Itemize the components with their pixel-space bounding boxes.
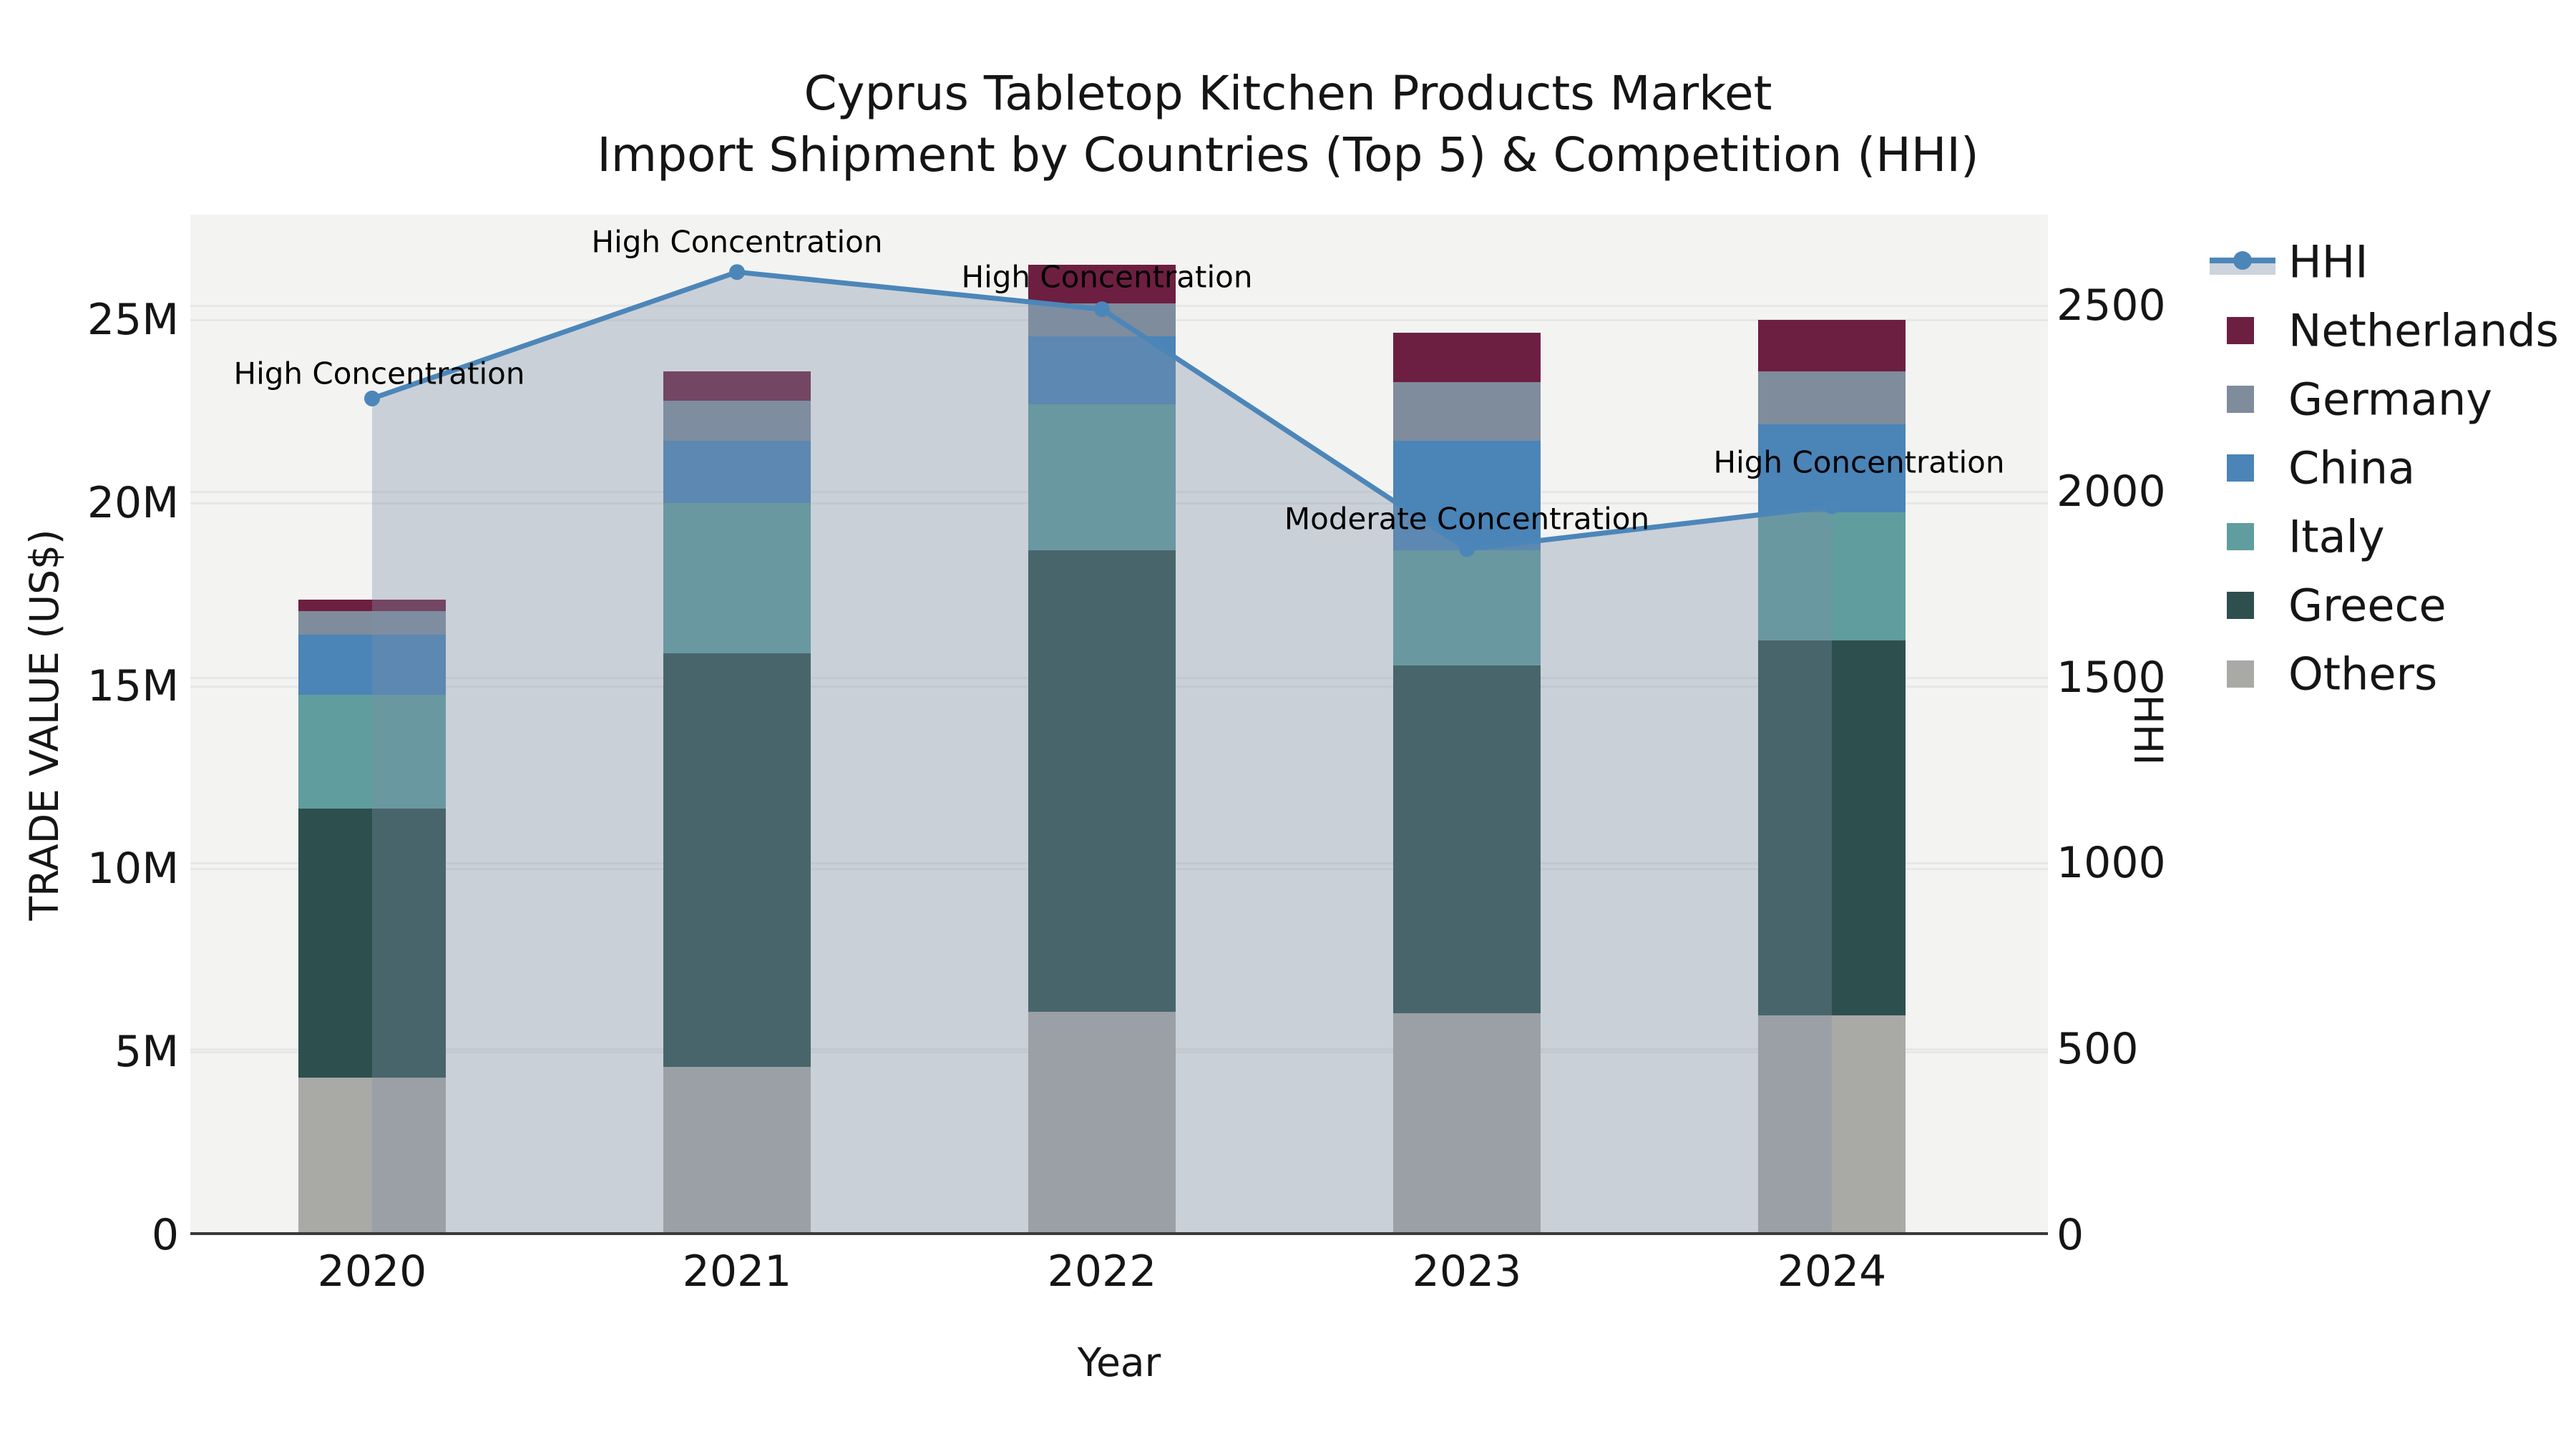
x-tick-2024: 2024 bbox=[1777, 1246, 1887, 1297]
y-tick-left-0: 0 bbox=[151, 1210, 179, 1260]
bar-segment-italy-2023 bbox=[1393, 550, 1541, 666]
x-tick-2020: 2020 bbox=[317, 1246, 427, 1297]
bar-segment-germany-2023 bbox=[1393, 381, 1541, 441]
bar-segment-netherlands-2023 bbox=[1393, 332, 1541, 382]
bar-segment-others-2022 bbox=[1028, 1011, 1176, 1235]
y-tick-left-20M: 20M bbox=[87, 477, 179, 528]
y-tick-left-10M: 10M bbox=[87, 844, 179, 894]
bar-segment-greece-2023 bbox=[1393, 665, 1541, 1014]
hhi-marker-2023 bbox=[1459, 541, 1475, 557]
legend-hhi-marker-swatch bbox=[2233, 251, 2252, 270]
bar-segment-others-2024 bbox=[1758, 1015, 1906, 1235]
x-axis-line bbox=[190, 1232, 2048, 1235]
chart-title-line1: Cyprus Tabletop Kitchen Products Market bbox=[804, 66, 1772, 121]
bar-segment-greece-2020 bbox=[298, 809, 446, 1078]
y-tick-left-25M: 25M bbox=[87, 295, 179, 345]
chart-title: Cyprus Tabletop Kitchen Products Market … bbox=[0, 63, 2576, 186]
y-tick-right-0: 0 bbox=[2057, 1210, 2084, 1260]
bar-segment-china-2022 bbox=[1028, 336, 1176, 404]
bar-segment-china-2020 bbox=[298, 634, 446, 696]
bar-segment-germany-2020 bbox=[298, 610, 446, 635]
bar-segment-china-2021 bbox=[663, 440, 811, 503]
bar-segment-china-2024 bbox=[1758, 424, 1906, 512]
x-tick-2022: 2022 bbox=[1047, 1246, 1157, 1297]
legend-label-others: Others bbox=[2288, 648, 2438, 701]
hhi-marker-2020 bbox=[364, 390, 380, 406]
x-tick-2021: 2021 bbox=[682, 1246, 792, 1297]
annotation-2023: Moderate Concentration bbox=[1284, 501, 1650, 537]
bar-segment-others-2020 bbox=[298, 1078, 446, 1235]
y-tick-right-500: 500 bbox=[2057, 1024, 2139, 1075]
annotation-2024: High Concentration bbox=[1713, 444, 2005, 480]
legend-swatch-china bbox=[2227, 454, 2254, 482]
legend-swatch-germany bbox=[2227, 386, 2254, 413]
hhi-marker-2024 bbox=[1824, 498, 1840, 514]
legend-label-china: China bbox=[2288, 441, 2416, 494]
bar-segment-italy-2022 bbox=[1028, 404, 1176, 551]
hhi-marker-2022 bbox=[1094, 301, 1110, 318]
y-axis-title-right: HHI bbox=[2125, 694, 2171, 766]
legend-label-italy: Italy bbox=[2288, 510, 2385, 563]
annotation-2021: High Concentration bbox=[591, 224, 883, 260]
y-tick-right-1500: 1500 bbox=[2057, 652, 2166, 703]
bar-segment-netherlands-2022 bbox=[1028, 265, 1176, 303]
hhi-line-and-area bbox=[364, 264, 1840, 1235]
legend-label-netherlands: Netherlands bbox=[2288, 304, 2559, 357]
bar-segment-netherlands-2024 bbox=[1758, 320, 1906, 371]
annotation-2020: High Concentration bbox=[233, 356, 525, 391]
legend-swatch-netherlands bbox=[2227, 317, 2254, 344]
y-tick-left-15M: 15M bbox=[87, 660, 179, 711]
legend-label-greece: Greece bbox=[2288, 579, 2446, 632]
bar-segment-others-2023 bbox=[1393, 1013, 1541, 1235]
y-tick-left-5M: 5M bbox=[114, 1027, 179, 1078]
y-tick-right-2500: 2500 bbox=[2057, 280, 2166, 331]
bar-segment-others-2021 bbox=[663, 1066, 811, 1235]
bar-segment-italy-2021 bbox=[663, 502, 811, 653]
y-tick-right-1000: 1000 bbox=[2057, 838, 2166, 889]
bar-segment-netherlands-2020 bbox=[298, 600, 446, 611]
y-tick-right-2000: 2000 bbox=[2057, 466, 2166, 517]
legend-swatch-others bbox=[2227, 660, 2254, 688]
legend-swatch-greece bbox=[2227, 592, 2254, 619]
bar-segment-greece-2022 bbox=[1028, 550, 1176, 1012]
bar-segment-greece-2024 bbox=[1758, 640, 1906, 1016]
x-tick-2023: 2023 bbox=[1412, 1246, 1522, 1297]
plot-area: High Concentration High Concentration High… bbox=[190, 215, 2048, 1235]
bar-segment-italy-2020 bbox=[298, 695, 446, 809]
legend-label-germany: Germany bbox=[2288, 373, 2492, 426]
bar-segment-netherlands-2021 bbox=[663, 371, 811, 401]
hhi-area-fill bbox=[372, 272, 1832, 1235]
x-axis-title: Year bbox=[1077, 1340, 1161, 1385]
annotation-2022: High Concentration bbox=[961, 259, 1253, 295]
hhi-marker-2021 bbox=[729, 264, 745, 280]
bar-segment-germany-2024 bbox=[1758, 371, 1906, 424]
chart-title-line2: Import Shipment by Countries (Top 5) & C… bbox=[597, 127, 1979, 182]
bar-segment-germany-2021 bbox=[663, 400, 811, 441]
bar-segment-greece-2021 bbox=[663, 653, 811, 1067]
bar-segment-china-2023 bbox=[1393, 440, 1541, 551]
legend-swatch-italy bbox=[2227, 523, 2254, 550]
bar-segment-italy-2024 bbox=[1758, 512, 1906, 640]
legend-label-hhi: HHI bbox=[2288, 235, 2368, 288]
